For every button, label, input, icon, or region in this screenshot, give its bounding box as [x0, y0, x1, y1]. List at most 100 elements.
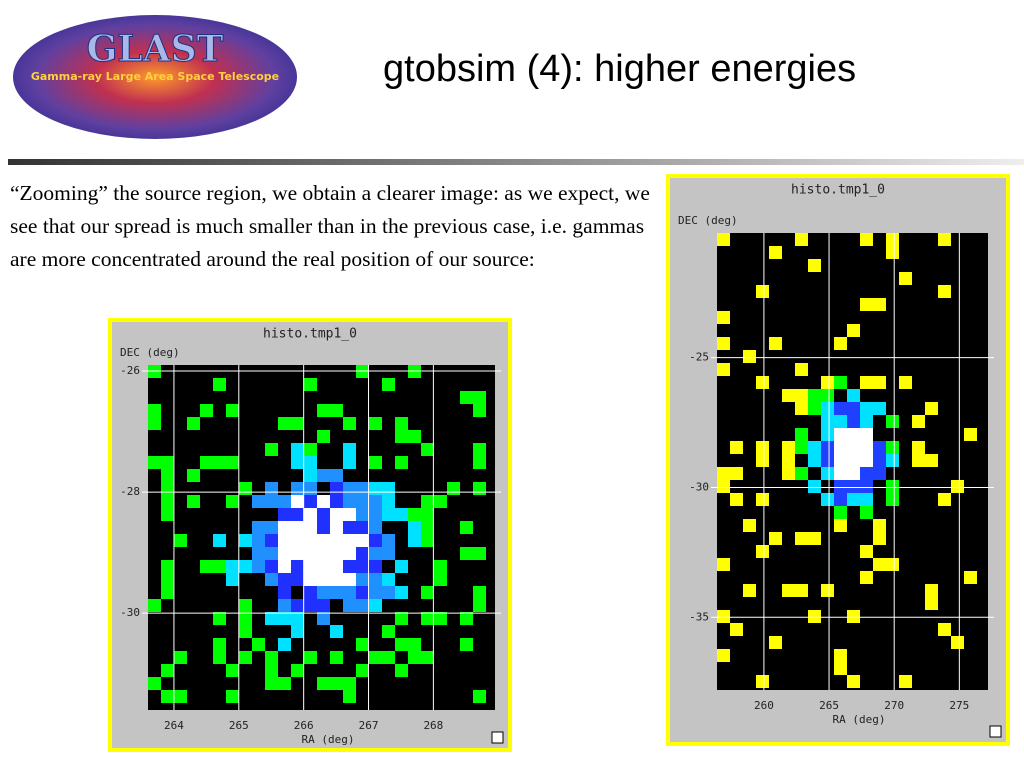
histogram-cell: [847, 480, 860, 493]
histogram-cell: [834, 402, 847, 415]
histogram-cell: [291, 573, 304, 586]
histogram-cell: [265, 664, 278, 677]
histogram-cell: [343, 482, 356, 495]
histogram-cell: [226, 495, 239, 508]
histogram-cell: [860, 233, 873, 246]
histogram-cell: [161, 456, 174, 469]
histogram-cell: [756, 454, 769, 467]
histogram-cell: [187, 469, 200, 482]
histogram-cell: [330, 651, 343, 664]
histogram-cell: [925, 402, 938, 415]
histogram-cell: [912, 415, 925, 428]
histogram-cell: [395, 612, 408, 625]
histogram-cell: [938, 493, 951, 506]
histogram-cell: [886, 480, 899, 493]
histogram-cell: [382, 482, 395, 495]
histogram-cell: [161, 495, 174, 508]
histogram-cell: [317, 534, 330, 547]
x-tick-label: 270: [884, 699, 904, 712]
histogram-cell: [278, 573, 291, 586]
histogram-cell: [304, 456, 317, 469]
histogram-cell: [730, 623, 743, 636]
x-tick-label: 268: [423, 719, 443, 732]
histogram-cell: [834, 428, 847, 441]
histogram-cell: [343, 547, 356, 560]
histogram-cell: [330, 677, 343, 690]
histogram-cell: [460, 521, 473, 534]
histogram-cell: [304, 482, 317, 495]
histogram-cell: [717, 558, 730, 571]
histogram-cell: [808, 402, 821, 415]
histogram-cell: [343, 495, 356, 508]
histogram-cell: [291, 417, 304, 430]
histogram-cell: [421, 651, 434, 664]
histogram-cell: [873, 454, 886, 467]
histogram-cell: [421, 612, 434, 625]
histogram-cell: [161, 508, 174, 521]
histogram-cell: [860, 545, 873, 558]
histogram-cell: [304, 573, 317, 586]
x-axis-label: RA (deg): [833, 713, 886, 726]
histogram-cell: [226, 560, 239, 573]
histogram-cell: [382, 495, 395, 508]
histogram-cell: [951, 636, 964, 649]
histogram-cell: [408, 651, 421, 664]
histogram-cell: [213, 456, 226, 469]
histogram-cell: [860, 376, 873, 389]
histogram-cell: [421, 443, 434, 456]
histogram-cell: [291, 534, 304, 547]
histogram-cell: [769, 337, 782, 350]
histogram-cell: [434, 560, 447, 573]
histogram-cell: [473, 443, 486, 456]
histogram-cell: [821, 454, 834, 467]
histogram-cell: [860, 441, 873, 454]
histogram-cell: [252, 534, 265, 547]
histogram-cell: [717, 337, 730, 350]
histogram-cell: [847, 402, 860, 415]
histogram-cell: [834, 649, 847, 662]
histogram-cell: [395, 417, 408, 430]
histogram-cell: [912, 441, 925, 454]
histogram-cell: [343, 573, 356, 586]
histogram-cell: [769, 246, 782, 259]
histogram-cell: [834, 441, 847, 454]
y-axis-label: DEC (deg): [120, 346, 180, 359]
histogram-cell: [382, 547, 395, 560]
histogram-cell: [161, 469, 174, 482]
histogram-cell: [795, 389, 808, 402]
histogram-cell: [743, 584, 756, 597]
histogram-cell: [408, 430, 421, 443]
histogram-cell: [847, 441, 860, 454]
histogram-cell: [148, 417, 161, 430]
resize-icon: [491, 731, 504, 744]
histogram-cell: [460, 547, 473, 560]
histogram-cell: [795, 233, 808, 246]
histogram-cell: [291, 547, 304, 560]
histogram-cell: [782, 454, 795, 467]
histogram-cell: [330, 625, 343, 638]
histogram-cell: [473, 547, 486, 560]
resize-icon: [989, 725, 1002, 738]
logo: [13, 15, 297, 139]
histogram-cell: [886, 558, 899, 571]
histogram-cell: [834, 415, 847, 428]
histogram-cell: [161, 573, 174, 586]
x-axis-label: RA (deg): [302, 733, 355, 746]
histogram-cell: [278, 508, 291, 521]
histogram-cell: [860, 467, 873, 480]
histogram-cell: [265, 534, 278, 547]
y-tick-label: -25: [689, 351, 709, 364]
histogram-cell: [717, 363, 730, 376]
histogram-cell: [899, 272, 912, 285]
histogram-cell: [730, 493, 743, 506]
histogram-cell: [382, 534, 395, 547]
histogram-cell: [304, 586, 317, 599]
histogram-cell: [304, 547, 317, 560]
x-tick-label: 267: [359, 719, 379, 732]
histogram-cell: [239, 651, 252, 664]
histogram-cell: [460, 391, 473, 404]
histogram-cell: [808, 610, 821, 623]
histogram-cell: [356, 664, 369, 677]
histogram-cell: [434, 573, 447, 586]
histogram-cell: [278, 586, 291, 599]
